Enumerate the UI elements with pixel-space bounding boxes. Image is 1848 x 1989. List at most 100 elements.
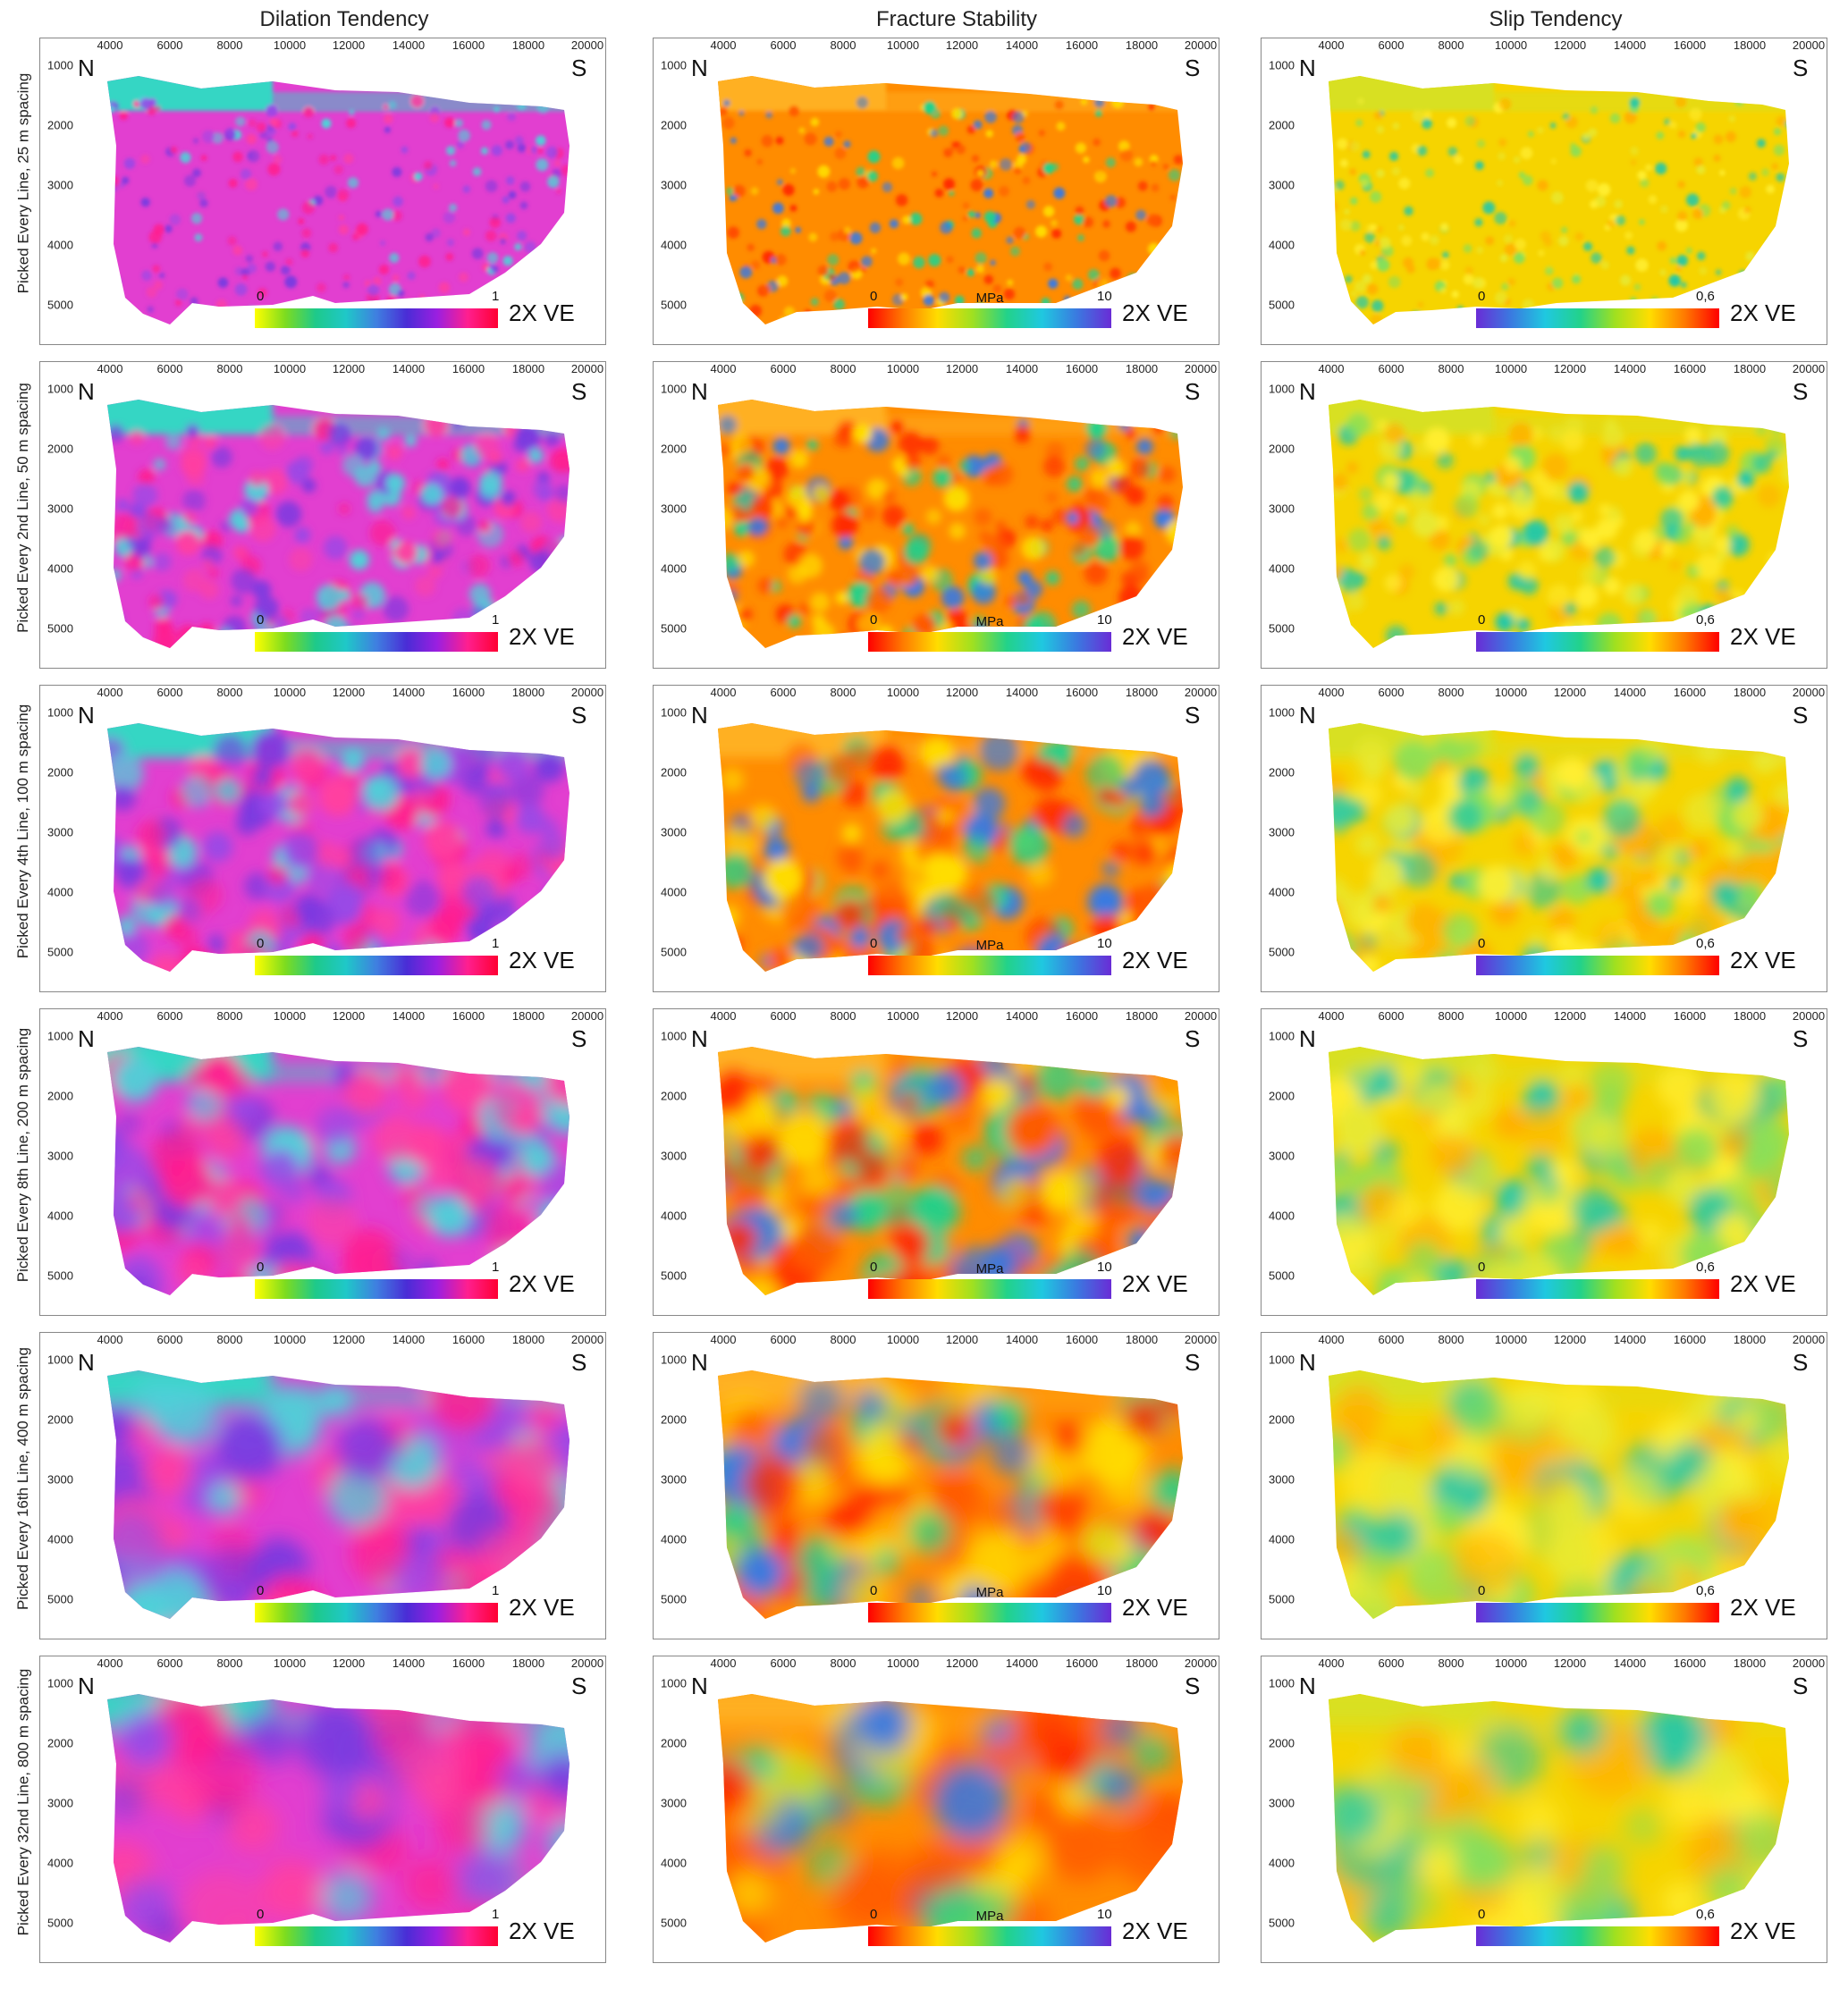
y-tick-label: 3000 [47,501,73,516]
south-label: S [1185,1025,1201,1052]
x-tick-label: 12000 [945,686,979,699]
x-tick-label: 4000 [1318,1009,1345,1023]
north-label: N [1299,1673,1316,1699]
x-tick-label: 8000 [216,1009,243,1023]
colorbar [868,1603,1111,1622]
colorbar-max-label: 10 [1097,936,1112,951]
south-label: S [571,378,587,405]
x-tick-label: 14000 [1005,686,1039,699]
colorbar-max-label: 0,6 [1696,936,1715,951]
x-tick-label: 10000 [273,1009,307,1023]
colorbar-min-label: 0 [870,612,878,628]
y-tick-label: 1000 [47,705,73,720]
colorbar [1476,1279,1719,1299]
colorbar [868,632,1111,652]
x-tick-label: 4000 [710,362,737,375]
colorbar-max-label: 10 [1097,289,1112,304]
colorbar-max-label: 1 [492,612,500,628]
x-tick-label: 8000 [830,38,856,52]
x-tick-label: 14000 [392,1656,426,1670]
x-tick-label: 6000 [156,1656,183,1670]
y-tick-label: 3000 [661,1149,687,1163]
vertical-exaggeration-label: 2X VE [1730,1594,1796,1621]
section-map [107,1694,570,1943]
y-tick-label: 2000 [47,1089,73,1103]
row-label-4: Picked Every 8th Line, 200 m spacing [13,1007,34,1302]
vertical-exaggeration-label: 2X VE [1122,1594,1188,1621]
south-label: S [1185,55,1201,81]
vertical-exaggeration-label: 2X VE [509,623,575,650]
y-tick-label: 3000 [47,1796,73,1810]
colorbar-max-label: 0,6 [1696,612,1715,628]
x-tick-label: 8000 [216,38,243,52]
y-tick-label: 2000 [1269,1089,1295,1103]
colorbar-unit-label: MPa [975,614,1004,629]
vertical-exaggeration-label: 2X VE [1122,1917,1188,1944]
x-tick-label: 8000 [1438,1009,1464,1023]
north-label: N [1299,378,1316,405]
section-map [1329,1370,1789,1619]
north-label: N [1299,55,1316,81]
row-label-2: Picked Every 2nd Line, 50 m spacing [13,360,34,655]
colorbar-max-label: 1 [492,289,500,304]
x-tick-label: 18000 [1733,362,1767,375]
colorbar-min-label: 0 [1478,1260,1486,1275]
row-label-6: Picked Every 32nd Line, 800 m spacing [13,1655,34,1950]
x-tick-label: 8000 [1438,1656,1464,1670]
y-tick-label: 4000 [1269,1856,1295,1870]
vertical-exaggeration-label: 2X VE [1730,623,1796,650]
x-tick-label: 8000 [216,686,243,699]
south-label: S [1185,1349,1201,1376]
y-tick-label: 2000 [661,1736,687,1750]
x-tick-label: 18000 [511,1333,545,1346]
vertical-exaggeration-label: 2X VE [509,1594,575,1621]
colorbar-max-label: 10 [1097,1583,1112,1598]
y-tick-label: 1000 [1269,1353,1295,1367]
panel-slip-row-6: 4000 6000 8000 10000 12000 14000 16000 18000 200… [1261,1656,1827,1963]
x-tick-label: 6000 [770,686,797,699]
y-tick-label: 2000 [661,1412,687,1427]
colorbar [868,308,1111,328]
south-label: S [1793,55,1809,81]
x-tick-label: 12000 [945,1009,979,1023]
x-tick-label: 8000 [1438,686,1464,699]
panel-dilation-row-4: 4000 6000 8000 10000 12000 14000 16000 18000 200… [39,1008,606,1316]
north-label: N [691,1673,708,1699]
colorbar-min-label: 0 [870,1907,878,1922]
y-tick-label: 1000 [1269,1029,1295,1043]
x-tick-label: 16000 [1673,1656,1707,1670]
row-label-text: Picked Every 8th Line, 200 m spacing [14,1027,31,1283]
vertical-exaggeration-label: 2X VE [1122,623,1188,650]
x-tick-label: 10000 [1494,38,1528,52]
x-tick-label: 12000 [945,1656,979,1670]
x-tick-label: 16000 [451,686,485,699]
y-tick-label: 2000 [1269,1736,1295,1750]
y-tick-label: 5000 [47,1268,73,1283]
x-tick-label: 4000 [97,1656,123,1670]
x-tick-label: 20000 [1792,686,1826,699]
x-tick-label: 18000 [1733,686,1767,699]
colorbar-max-label: 10 [1097,612,1112,628]
x-tick-label: 10000 [886,362,920,375]
x-tick-label: 16000 [451,1009,485,1023]
x-tick-label: 16000 [1673,38,1707,52]
y-tick-label: 3000 [661,501,687,516]
north-label: N [1299,702,1316,729]
y-tick-label: 5000 [1269,1916,1295,1930]
x-tick-label: 8000 [830,362,856,375]
vertical-exaggeration-label: 2X VE [1122,299,1188,326]
colorbar-min-label: 0 [870,936,878,951]
vertical-exaggeration-label: 2X VE [509,1270,575,1297]
x-tick-label: 6000 [1378,1009,1405,1023]
x-tick-label: 6000 [770,1333,797,1346]
panel-fracture-row-3: 4000 6000 8000 10000 12000 14000 16000 18000 200… [653,685,1219,992]
x-tick-label: 8000 [830,686,856,699]
panel-slip-row-2: 4000 6000 8000 10000 12000 14000 16000 18000 200… [1261,361,1827,669]
x-tick-label: 14000 [1005,1009,1039,1023]
y-tick-label: 3000 [47,1149,73,1163]
x-tick-label: 20000 [1792,362,1826,375]
x-tick-label: 12000 [945,38,979,52]
y-tick-label: 4000 [661,885,687,899]
x-tick-label: 20000 [570,686,604,699]
y-tick-label: 2000 [1269,442,1295,456]
